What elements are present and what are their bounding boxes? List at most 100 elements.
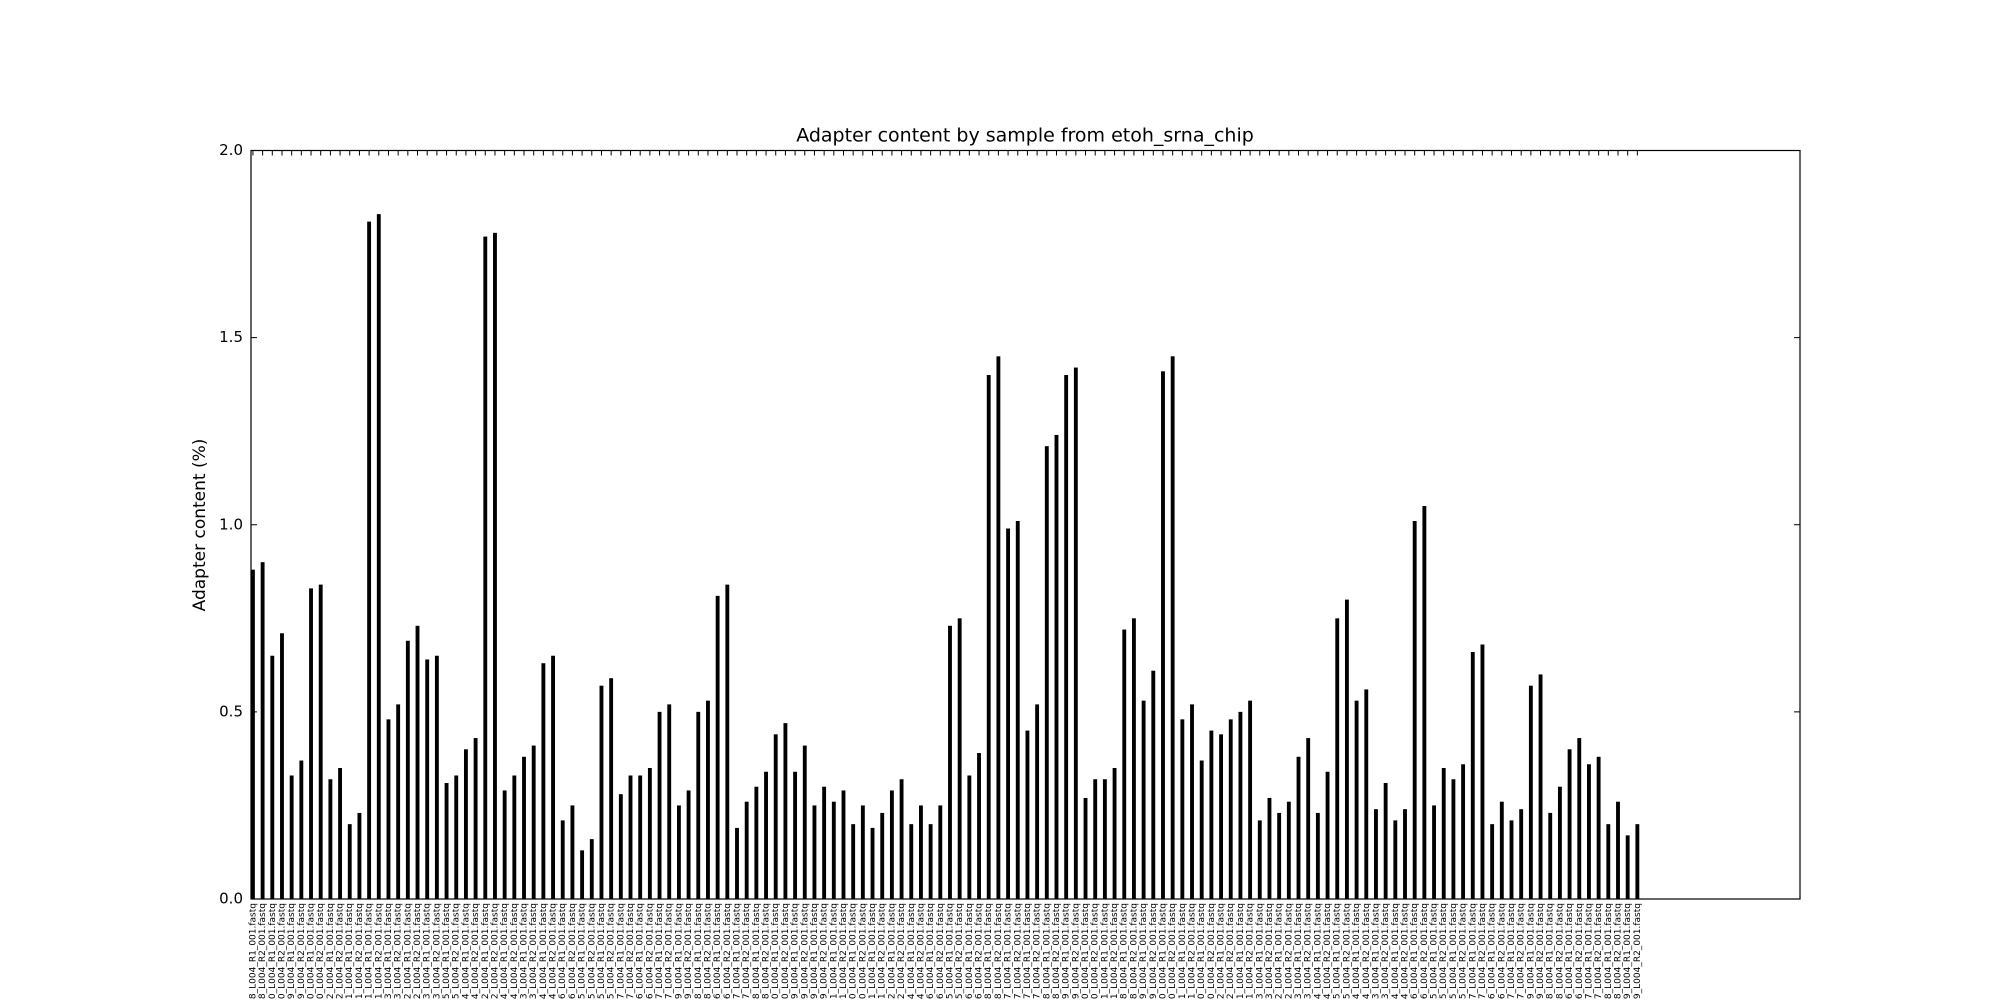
bar (667, 704, 672, 899)
x-tick-label: 8_L004_R2_001.fastq (703, 903, 713, 999)
x-tick-label: 1_L004_R2_001.fastq (374, 903, 384, 999)
x-tick-label: 9_L004_R2_001.fastq (684, 903, 694, 999)
bar (618, 794, 623, 899)
bar (1635, 824, 1640, 899)
x-tick-label: 8_L004_R1_001.fastq (1042, 903, 1052, 999)
bar (889, 790, 894, 899)
x-tick-label: 7_L004_R2_001.fastq (1013, 903, 1023, 999)
bar (367, 221, 372, 900)
x-tick-label: 9_L004_R2_001.fastq (820, 903, 830, 999)
x-tick-label: 7_L004_R1_001.fastq (1004, 903, 1014, 999)
bar (1141, 700, 1146, 899)
x-tick-label: 4_L004_R2_001.fastq (549, 903, 559, 999)
x-tick-label: 2_L004_R1_001.fastq (1217, 903, 1227, 999)
x-tick-label: 5_L004_R2_001.fastq (955, 903, 965, 999)
x-tick-label: 5_L004_R2_001.fastq (452, 903, 462, 999)
bar (1006, 528, 1011, 899)
x-tick-label: 7_L004_R2_001.fastq (1594, 903, 1604, 999)
x-tick-label: 9_L004_R2_001.fastq (1071, 903, 1081, 999)
bar (1122, 629, 1127, 899)
bar (1587, 764, 1591, 899)
bar (1025, 730, 1030, 899)
bar (831, 801, 836, 899)
x-tick-label: 5_L004_R2_001.fastq (587, 903, 597, 999)
x-tick-label: 0_L004_R1_001.fastq (849, 903, 859, 999)
bar (773, 734, 778, 899)
bar (415, 625, 420, 899)
bar (715, 595, 720, 899)
x-tick-label: 9_L004_R2_001.fastq (800, 903, 810, 999)
chart-title: Adapter content by sample from etoh_srna… (796, 125, 1254, 147)
x-tick-label: 7_L004_R2_001.fastq (1517, 903, 1527, 999)
bar (783, 723, 788, 899)
bar (977, 753, 981, 899)
x-tick-label: 9_L004_R2_001.fastq (1149, 903, 1159, 999)
x-tick-label: 1_L004_R2_001.fastq (878, 903, 888, 999)
bar (841, 790, 846, 899)
bar (1451, 779, 1456, 899)
bar (589, 839, 594, 899)
bar (1151, 670, 1156, 899)
x-tick-label: 3_L004_R2_001.fastq (1304, 903, 1314, 999)
bar (657, 711, 662, 899)
x-tick-label: 6_L004_R2_001.fastq (1575, 903, 1585, 999)
bar (1354, 700, 1359, 899)
bar (909, 824, 914, 899)
x-tick-label: 6_L004_R1_001.fastq (965, 903, 975, 999)
y-axis-label: Adapter content (%) (190, 439, 210, 612)
bar (1528, 685, 1533, 899)
x-tick-label: 8_L004_R1_001.fastq (752, 903, 762, 999)
bar (1432, 805, 1436, 899)
x-tick-label: 4_L004_R1_001.fastq (1352, 903, 1362, 999)
x-tick-label: 4_L004_R1_001.fastq (1313, 903, 1323, 999)
bar (1102, 779, 1107, 899)
x-tick-label: 9_L004_R2_001.fastq (297, 903, 307, 999)
bar (463, 749, 468, 899)
bar (260, 562, 265, 899)
x-tick-label: 5_L004_R1_001.fastq (1333, 903, 1343, 999)
bar (1383, 782, 1388, 899)
bar (512, 775, 517, 899)
x-tick-label: 8_L004_R1_001.fastq (1604, 903, 1614, 999)
bar (1035, 704, 1040, 899)
bar (1490, 824, 1495, 899)
bar (725, 584, 730, 899)
x-tick-label: 5_L004_R1_001.fastq (597, 903, 607, 999)
bar (1238, 711, 1243, 899)
x-tick-label: 3_L004_R1_001.fastq (1371, 903, 1381, 999)
x-tick-label: 0_L004_R2_001.fastq (781, 903, 791, 999)
bar (1277, 812, 1282, 899)
x-tick-label: 0_L004_R1_001.fastq (268, 903, 278, 999)
x-tick-label: 6_L004_R2_001.fastq (936, 903, 946, 999)
x-tick-label: 7_L004_R2_001.fastq (742, 903, 752, 999)
bar (938, 805, 943, 899)
x-tick-label: 7_L004_R2_001.fastq (1478, 903, 1488, 999)
x-tick-label: 9_L004_R1_001.fastq (287, 903, 297, 999)
bar (1044, 446, 1049, 899)
x-tick-label: 9_L004_R1_001.fastq (674, 903, 684, 999)
x-tick-label: 8_L004_R1_001.fastq (694, 903, 704, 999)
x-tick-label: 8_L004_R1_001.fastq (1546, 903, 1556, 999)
bar (1306, 738, 1311, 899)
bar (822, 786, 827, 899)
bar (638, 775, 643, 899)
x-tick-label: 2_L004_R1_001.fastq (481, 903, 491, 999)
bar (1538, 674, 1543, 899)
x-tick-label: 1_L004_R1_001.fastq (1100, 903, 1110, 999)
x-tick-label: 3_L004_R1_001.fastq (1255, 903, 1265, 999)
bar (1248, 700, 1253, 899)
y-tick-label: 0.0 (219, 890, 243, 908)
x-tick-label: 4_L004_R2_001.fastq (916, 903, 926, 999)
bar (289, 775, 294, 899)
bar (328, 779, 333, 899)
x-tick-label: 6_L004_R1_001.fastq (1488, 903, 1498, 999)
x-tick-label: 2_L004_R1_001.fastq (887, 903, 897, 999)
bar (1509, 820, 1514, 899)
x-tick-label: 7_L004_R1_001.fastq (616, 903, 626, 999)
bar (251, 569, 255, 899)
bar (1093, 779, 1098, 899)
x-tick-label: 5_L004_R1_001.fastq (442, 903, 452, 999)
x-tick-label: 0_L004_R2_001.fastq (1168, 903, 1178, 999)
x-tick-label: 7_L004_R1_001.fastq (1507, 903, 1517, 999)
